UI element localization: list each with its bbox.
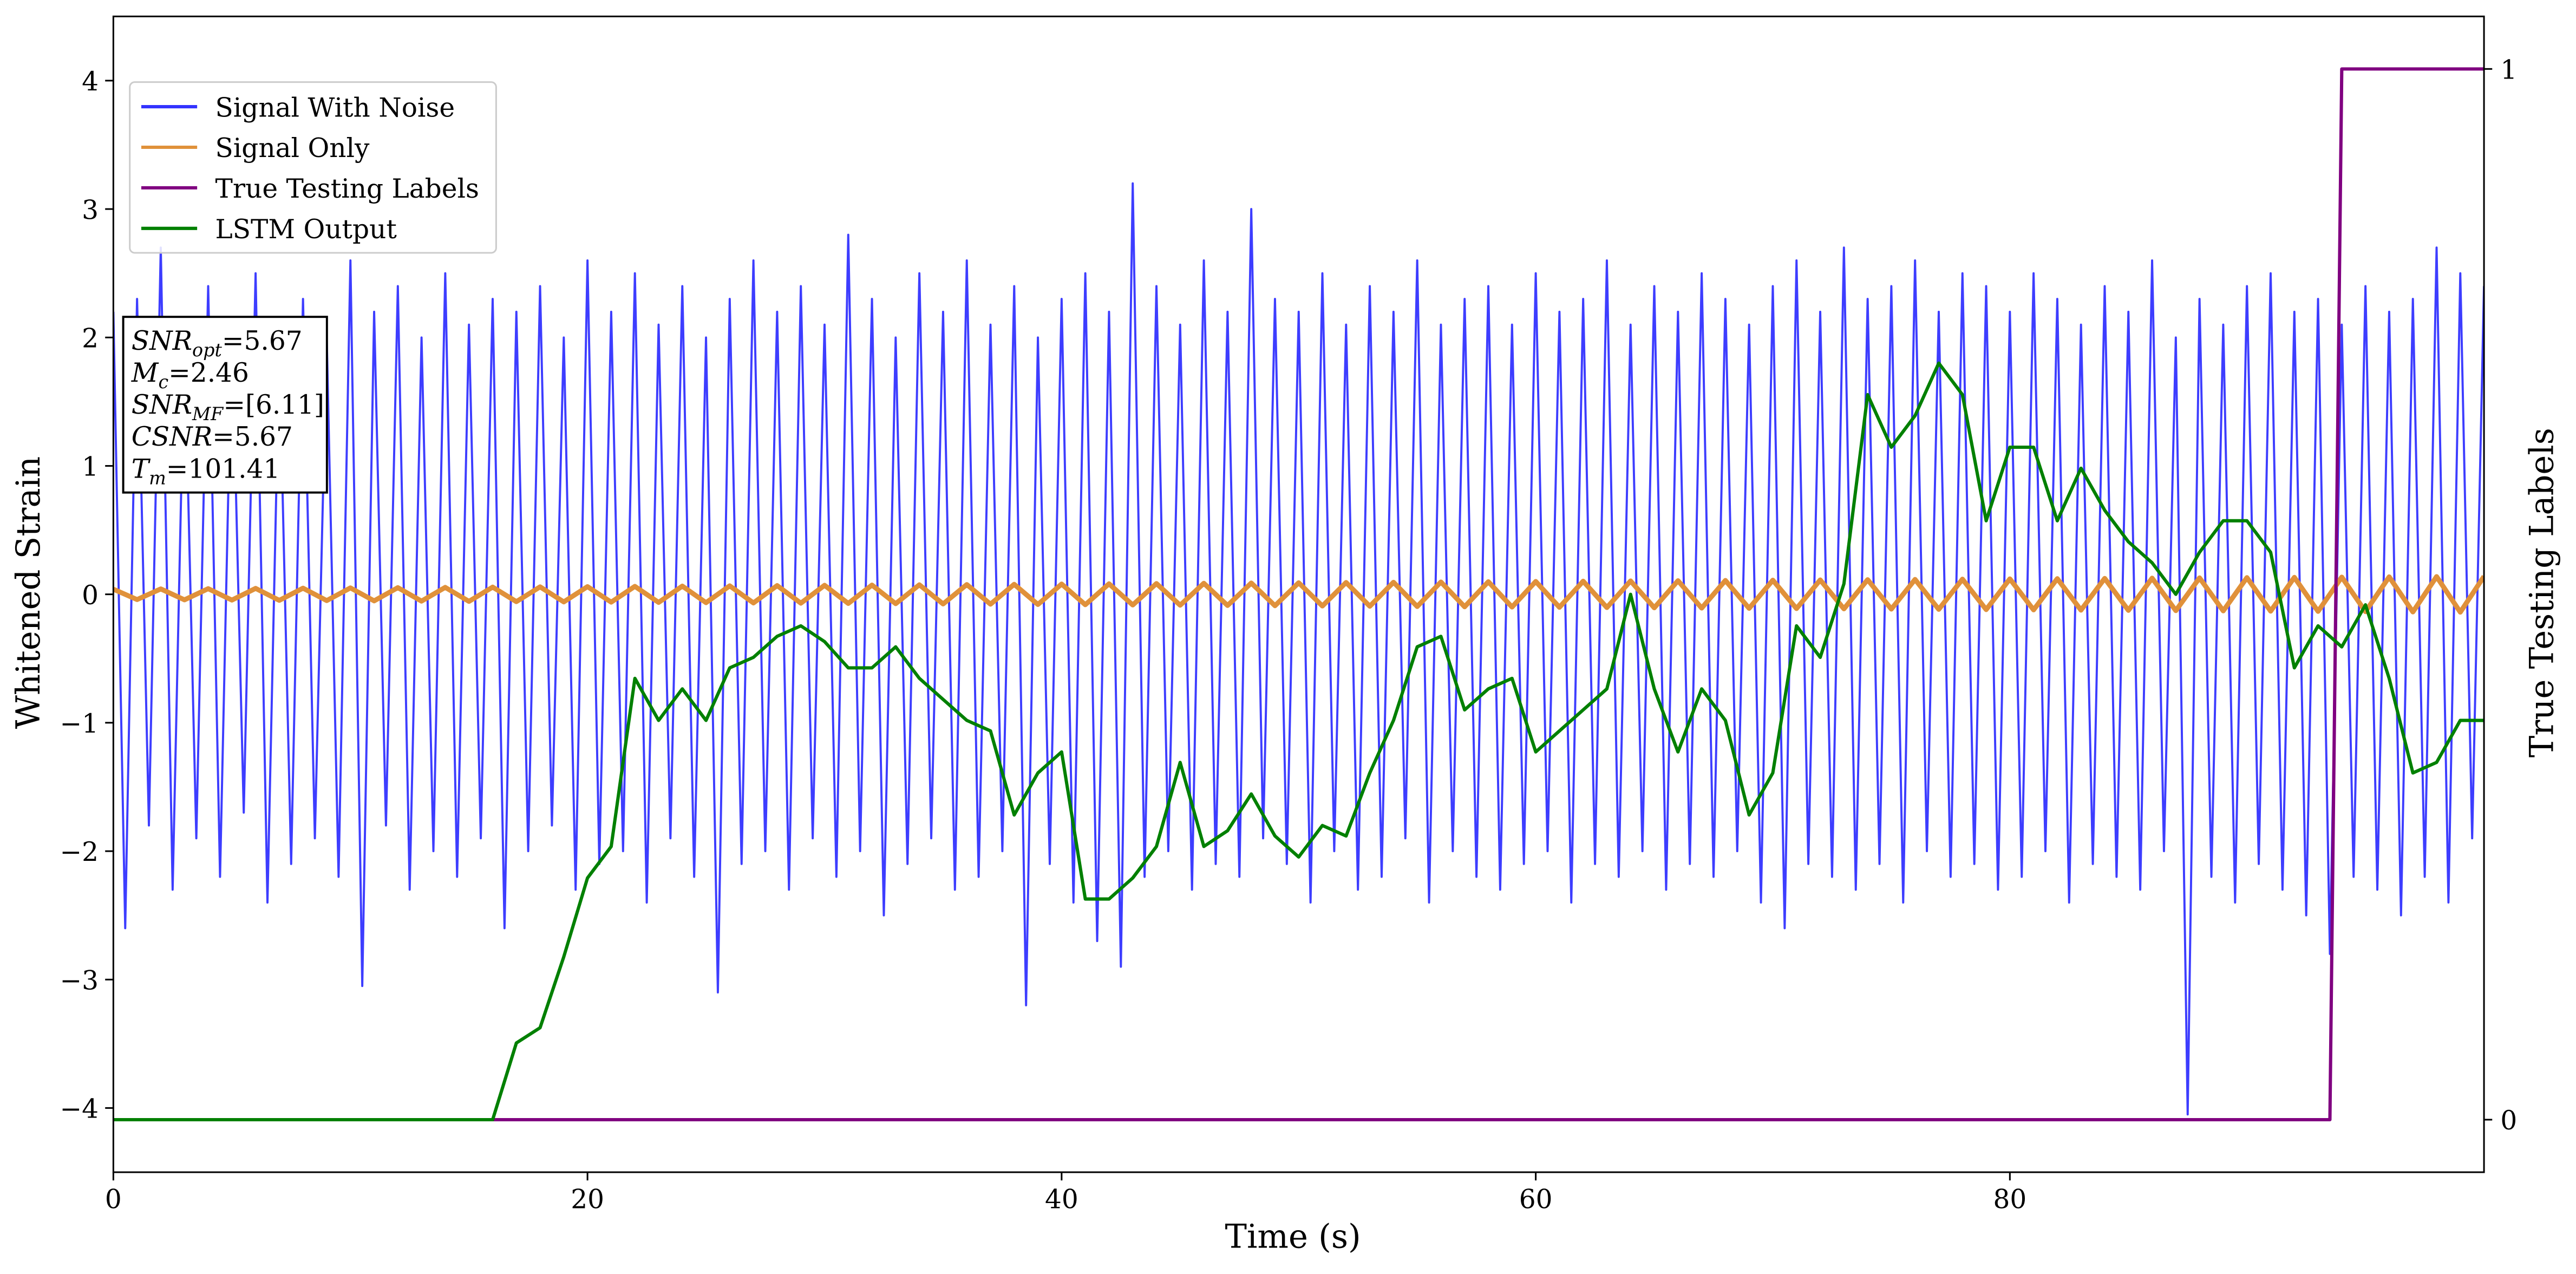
y-tick-label: 1 [82, 452, 99, 482]
annotation-sub: MF [192, 403, 224, 424]
x-axis-label: Time (s) [1225, 1218, 1361, 1256]
annotation-line: SNRMF=[6.11] [132, 390, 324, 424]
legend-label: True Testing Labels [215, 174, 479, 204]
series-line [113, 361, 2485, 1122]
annotation-value: =5.67 [212, 422, 293, 452]
y-tick-label: 4 [82, 67, 99, 97]
plot-area [113, 67, 2485, 1122]
annotation-sub: c [158, 371, 168, 393]
y-tick-label: −2 [60, 837, 99, 867]
legend: Signal With Noise Signal Only True Testing… [129, 81, 497, 254]
y2-axis-label: True Testing Labels [2523, 428, 2561, 757]
annotation-box [122, 316, 328, 494]
y-tick-label: −1 [60, 709, 99, 739]
y-tick-label: 2 [82, 323, 99, 354]
series-line [113, 67, 2485, 1122]
legend-box [129, 81, 497, 254]
annotation-name: M [131, 358, 159, 388]
legend-label: Signal With Noise [215, 93, 455, 123]
annotation-name: SNR [132, 390, 192, 420]
x-tick-label: 40 [1045, 1185, 1078, 1215]
annotation-line: Mc=2.46 [131, 358, 249, 393]
y2-tick-label: 0 [2500, 1106, 2517, 1136]
annotation-sub: m [149, 468, 166, 489]
x-tick-label: 0 [105, 1185, 122, 1215]
y-tick-label: 0 [82, 580, 99, 611]
y-tick-label: 3 [82, 195, 99, 225]
x-tick-label: 20 [571, 1185, 604, 1215]
series-line [113, 182, 2485, 1116]
annotation-value: =[6.11] [223, 390, 324, 420]
legend-label: LSTM Output [215, 214, 397, 245]
annotation-sub: opt [192, 339, 222, 361]
annotation-name: CSNR [132, 422, 212, 452]
y2-tick-label: 1 [2500, 55, 2517, 86]
y-axis-label: Whitened Strain [10, 456, 48, 729]
x-tick-label: 60 [1519, 1185, 1553, 1215]
legend-label: Signal Only [215, 133, 370, 164]
y-tick-label: −3 [60, 965, 99, 996]
x-tick-label: 80 [1993, 1185, 2026, 1215]
annotation-line: SNRopt=5.67 [132, 326, 303, 361]
y-tick-label: −4 [60, 1094, 99, 1125]
annotation-name: T [132, 454, 151, 484]
annotation-value: =5.67 [222, 326, 303, 356]
annotation-value: =2.46 [168, 358, 249, 388]
annotation: SNRopt=5.67Mc=2.46SNRMF=[6.11]CSNR=5.67T… [122, 316, 328, 494]
annotation-line: Tm=101.41 [132, 454, 280, 488]
annotation-name: SNR [132, 326, 192, 356]
annotation-value: =101.41 [166, 454, 280, 484]
annotation-line: CSNR=5.67 [132, 422, 293, 452]
series-line [113, 574, 2485, 615]
